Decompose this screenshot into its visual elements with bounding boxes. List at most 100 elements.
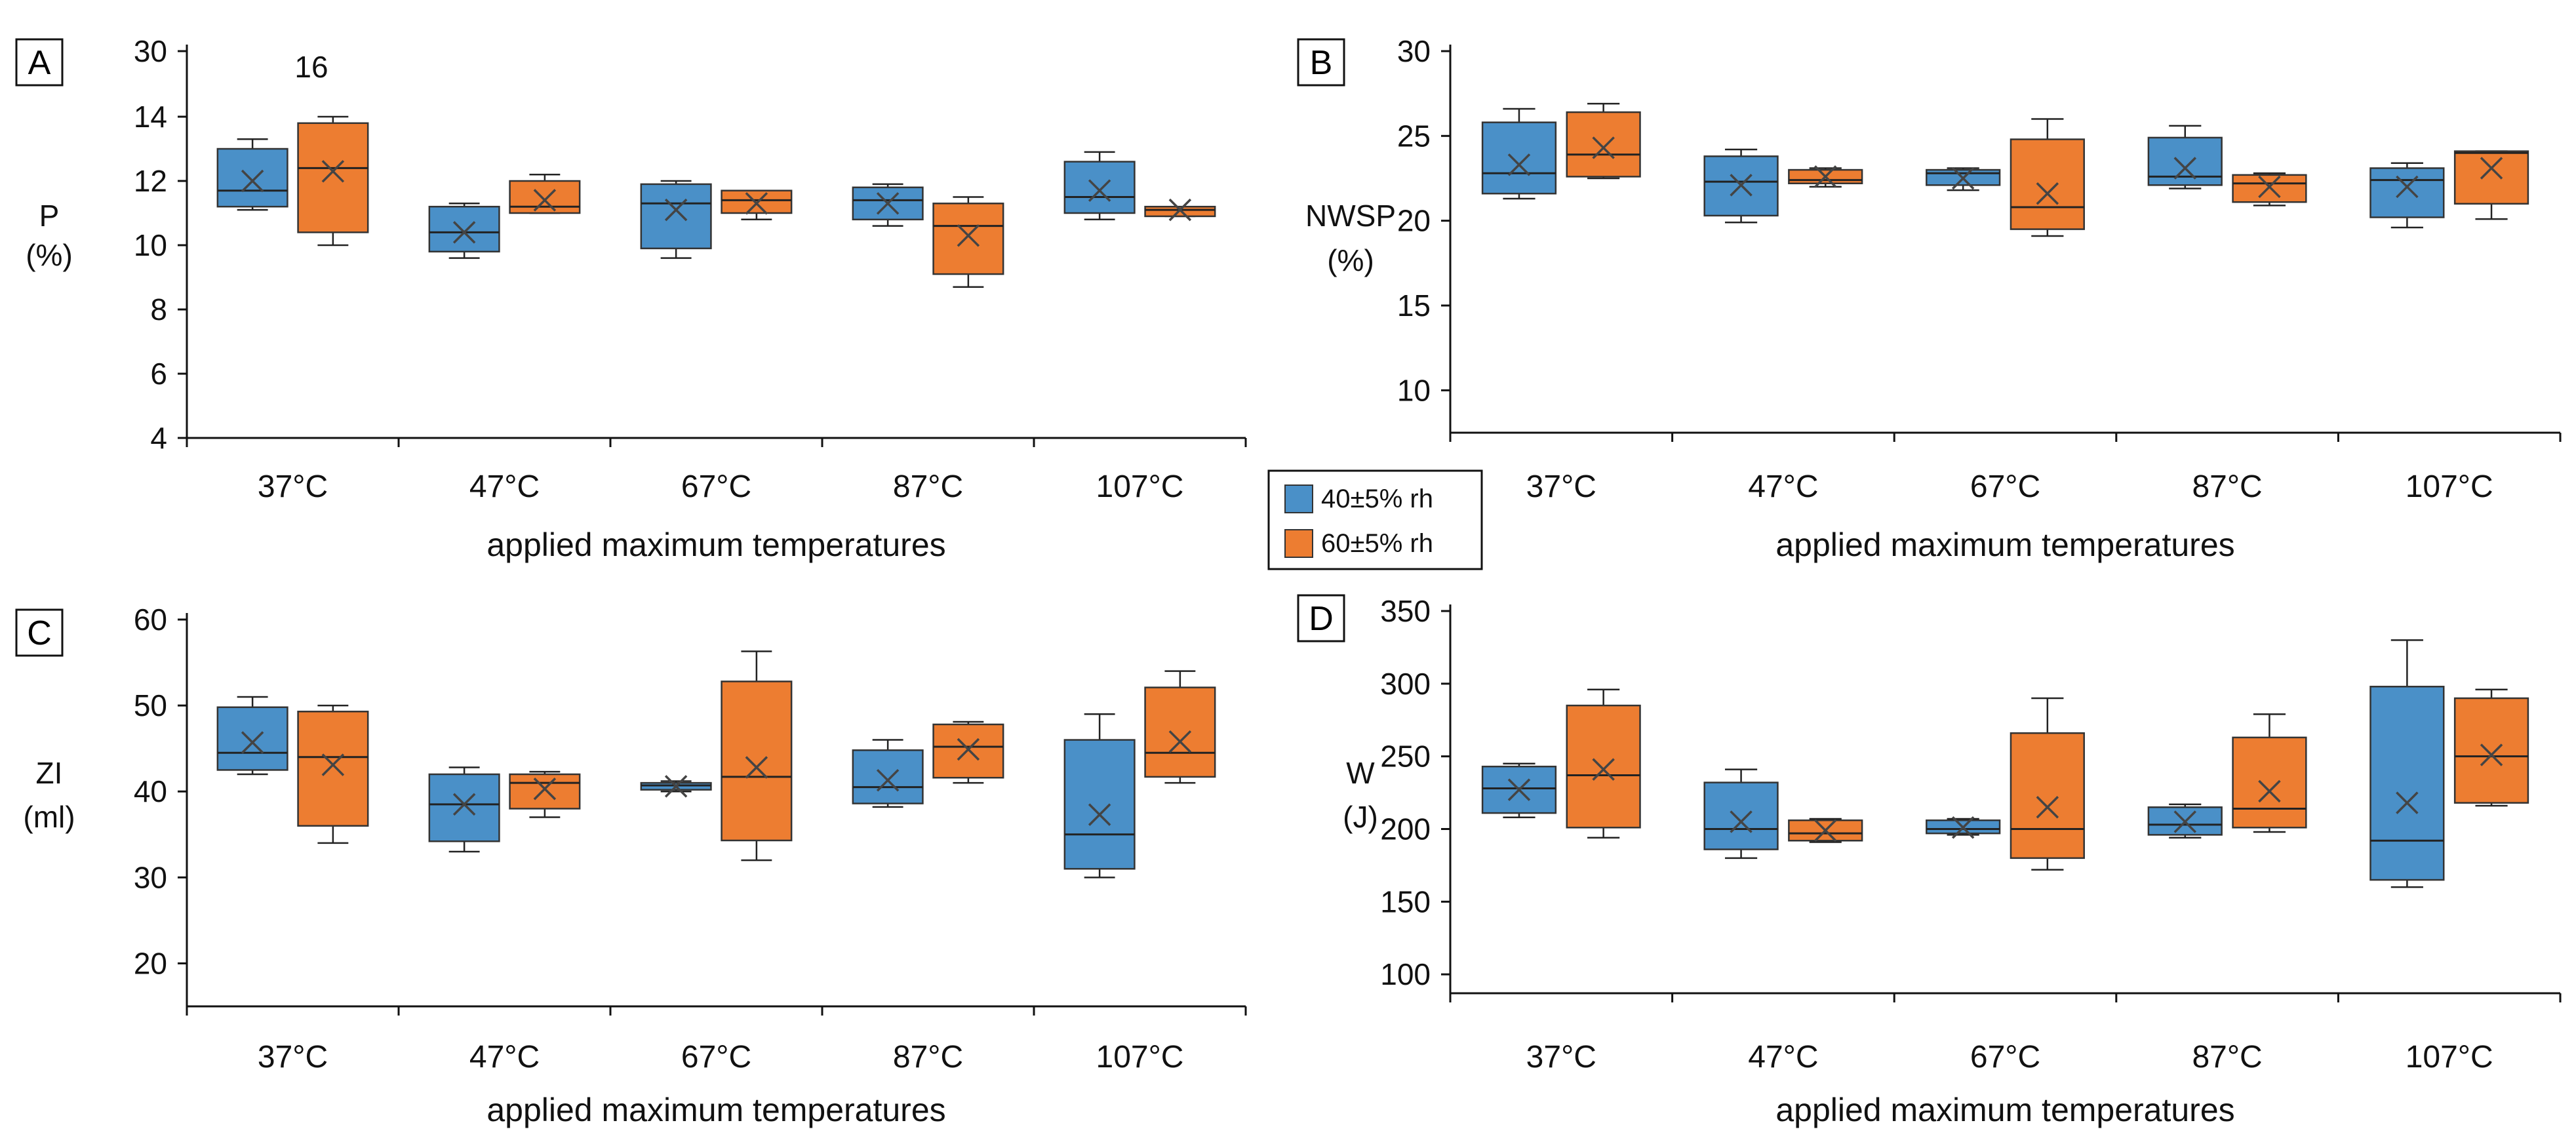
y-axis-title: NWSP [1305,199,1396,233]
mean-marker [1813,819,1837,842]
y-ticks: 20 30 40 50 60 [134,603,187,980]
x-tick-label: 67°C [1970,1040,2040,1075]
box-iqr [1566,111,1641,178]
mean-marker [876,768,900,792]
panel-label: A [15,38,64,87]
legend-swatch [1284,484,1313,513]
box-40rh-37C [216,696,288,776]
box-iqr [721,681,793,842]
box-iqr [216,148,288,208]
x-tick-label: 107°C [1096,1040,1184,1075]
box-iqr [1144,686,1216,778]
x-axis-title: applied maximum temperatures [1775,1092,2234,1128]
mean-marker [1168,730,1192,753]
mean-marker [241,731,264,754]
box-40rh-47C [428,766,500,853]
x-tick-label: 47°C [1748,1040,1818,1075]
mean-marker [533,778,557,800]
mean-marker [452,793,476,816]
x-tick-label: 37°C [1526,469,1596,504]
y-axis-title: ZI [36,756,63,790]
box-iqr [297,122,369,233]
mean-marker [664,198,688,222]
mean-marker [957,224,980,247]
mean-marker [2480,743,2503,766]
legend-label: 60±5% rh [1321,529,1433,558]
box-40rh-87C [852,739,924,808]
box-60rh-47C [509,770,581,818]
box-iqr [1063,739,1136,870]
box-iqr [2232,736,2307,829]
x-tick-label: 47°C [1748,469,1818,504]
box-60rh-47C [1788,165,1863,188]
legend-swatch [1284,529,1313,558]
box-iqr [297,711,369,827]
mean-marker [876,192,900,215]
y-tick-label: 20 [1397,204,1431,238]
mean-marker [1088,179,1111,202]
box-60rh-67C [721,189,793,221]
box-40rh-47C [1703,148,1779,224]
box-40rh-107C [2369,639,2445,888]
mean-marker [2036,796,2059,819]
y-axis-unit: (%) [26,238,73,272]
mean-marker [1592,758,1615,781]
mean-marker [1507,778,1531,801]
mean-marker [2480,157,2503,180]
mean-marker [2036,182,2059,205]
box-60rh-37C [1566,102,1641,180]
x-tick-label: 107°C [2406,469,2493,504]
box-iqr [1063,161,1136,214]
box-iqr [2453,697,2529,804]
box-40rh-67C [1926,816,2001,839]
box-40rh-47C [1703,768,1779,860]
box-iqr [2010,138,2085,230]
x-tick-label: 87°C [893,469,963,504]
mean-marker [1507,153,1531,176]
x-tick-label: 87°C [893,1040,963,1075]
box-iqr [932,723,1004,779]
x-axis-title: applied maximum temperatures [486,1092,945,1128]
y-tick-label: 30 [1397,34,1431,68]
x-categories: 37°C 47°C 67°C 87°C 107°C [1449,993,2562,1075]
y-tick-label: 30 [134,34,167,68]
y-tick-label: 4 [150,421,167,455]
panel-d: D 100 150 200 250 300 350 W (J) 37°C 47°C 67°C 87°C 1… [1297,594,2562,1128]
mean-marker [2173,810,2197,833]
mean-marker [664,775,688,798]
mean-marker [2396,791,2419,814]
mean-marker [452,221,476,244]
box-iqr [509,773,581,810]
y-tick-label: 100 [1380,957,1431,991]
mean-marker [1088,803,1111,826]
box-60rh-87C [932,196,1004,288]
box-40rh-37C [216,138,288,211]
box-40rh-67C [640,180,712,259]
y-axis-title: P [39,199,60,233]
box-40rh-87C [2147,803,2223,839]
x-tick-label: 67°C [681,469,751,504]
mean-marker [745,192,768,215]
box-60rh-67C [721,650,793,861]
mean-marker [745,756,768,779]
panel-b: B 10 15 20 25 30 NWSP (%) 37°C 47°C 67°C 87°C 107°C a… [1297,34,2562,563]
y-tick-label: 14 [134,100,167,134]
mean-marker [1730,810,1753,833]
x-categories: 37°C 47°C 67°C 87°C 107°C [186,1006,1247,1075]
y-tick-label: 6 [150,357,167,391]
panel-label-text: D [1309,600,1334,638]
legend-item: 40±5% rh [1284,484,1433,513]
box-40rh-37C [1481,108,1557,200]
box-60rh-107C [2453,150,2529,220]
box-40rh-107C [2369,162,2445,229]
mean-marker [321,160,345,183]
y-axis-unit: (ml) [23,800,75,834]
legend-item: 60±5% rh [1284,529,1433,558]
x-tick-label: 47°C [469,469,540,504]
box-iqr [2369,686,2445,881]
x-categories: 37°C 47°C 67°C 87°C 107°C [1449,433,2562,504]
y-tick-label: 10 [1397,373,1431,407]
y-tick-label: 10 [134,228,167,262]
x-tick-label: 107°C [2406,1040,2493,1075]
